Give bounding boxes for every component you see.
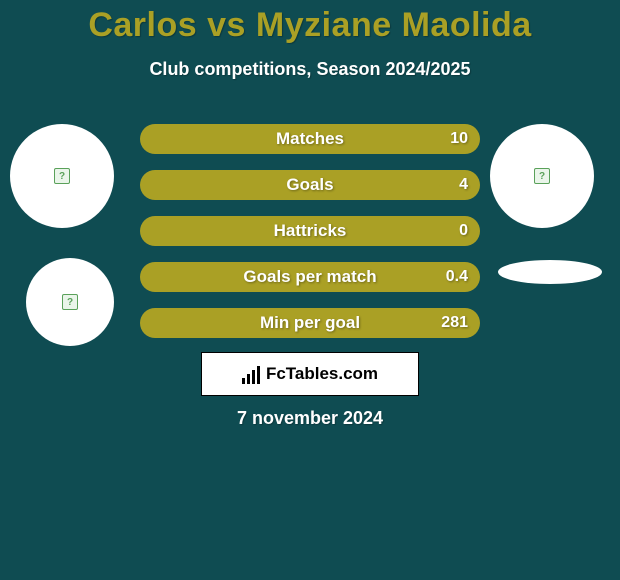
- page-title: Carlos vs Myziane Maolida: [0, 0, 620, 45]
- stat-value-right: 0: [459, 222, 468, 240]
- subtitle: Club competitions, Season 2024/2025: [0, 59, 620, 80]
- placeholder-icon: ?: [534, 168, 550, 184]
- stat-bar: Min per goal 281: [140, 308, 480, 338]
- placeholder-icon: ?: [62, 294, 78, 310]
- stat-label: Matches: [276, 129, 344, 149]
- stat-value-right: 0.4: [446, 268, 468, 286]
- date-label: 7 november 2024: [0, 408, 620, 429]
- stat-value-right: 10: [450, 130, 468, 148]
- player-left-avatar-1: ?: [10, 124, 114, 228]
- stat-value-right: 4: [459, 176, 468, 194]
- stat-value-right: 281: [441, 314, 468, 332]
- stat-label: Goals: [286, 175, 333, 195]
- stat-label: Goals per match: [243, 267, 376, 287]
- fctables-logo: FcTables.com: [201, 352, 419, 396]
- stat-bar: Goals 4: [140, 170, 480, 200]
- logo-text: FcTables.com: [266, 364, 378, 384]
- player-right-avatar-1: ?: [490, 124, 594, 228]
- player-right-shadow: [498, 260, 602, 284]
- stat-bar: Goals per match 0.4: [140, 262, 480, 292]
- chart-icon: [242, 364, 260, 384]
- player-left-avatar-2: ?: [26, 258, 114, 346]
- placeholder-icon: ?: [54, 168, 70, 184]
- stat-bar: Matches 10: [140, 124, 480, 154]
- stat-label: Hattricks: [274, 221, 347, 241]
- stat-bars: Matches 10 Goals 4 Hattricks 0 Goals per match…: [140, 124, 480, 354]
- comparison-card: Carlos vs Myziane Maolida Club competiti…: [0, 0, 620, 580]
- stat-label: Min per goal: [260, 313, 360, 333]
- stat-bar: Hattricks 0: [140, 216, 480, 246]
